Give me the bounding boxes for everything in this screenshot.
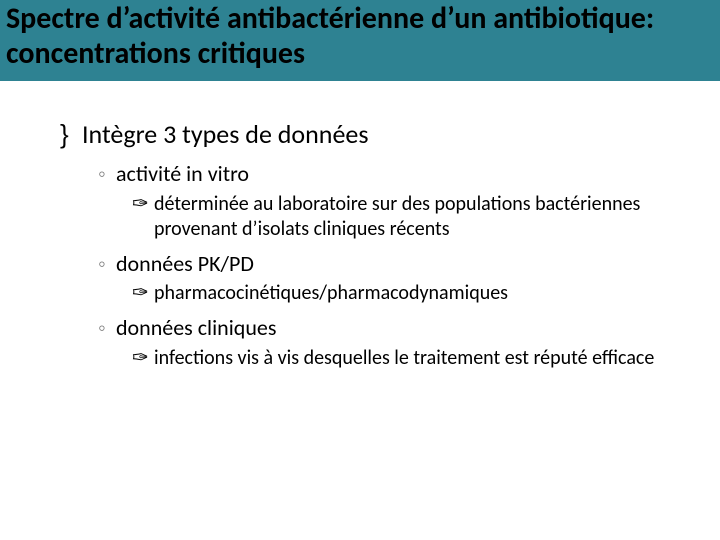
list-item: ✑ pharmacocinétiques/pharmacodynamiques <box>132 281 680 306</box>
slide-title: Spectre d’activité antibactérienne d’un … <box>6 2 714 71</box>
lvl3-text: pharmacocinétiques/pharmacodynamiques <box>154 281 508 306</box>
slide: Spectre d’activité antibactérienne d’un … <box>0 0 720 540</box>
bullet-icon: } <box>60 119 82 150</box>
flourish-icon: ✑ <box>132 346 154 371</box>
slide-body: } Intègre 3 types de données ◦ activité … <box>0 81 720 371</box>
lvl3-text: déterminée au laboratoire sur des popula… <box>154 192 680 242</box>
list-item: ✑ déterminée au laboratoire sur des popu… <box>132 192 680 242</box>
bullet-icon: ◦ <box>98 160 116 188</box>
list-item: ✑ infections vis à vis desquelles le tra… <box>132 346 680 371</box>
flourish-icon: ✑ <box>132 281 154 306</box>
lvl3-text: infections vis à vis desquelles le trait… <box>154 346 654 371</box>
list-item: } Intègre 3 types de données <box>60 119 680 150</box>
list-item: ◦ données cliniques <box>98 314 680 342</box>
lvl2-text: données cliniques <box>116 314 276 342</box>
lvl1-text: Intègre 3 types de données <box>82 119 369 150</box>
lvl2-text: données PK/PD <box>116 250 254 278</box>
list-item: ◦ données PK/PD <box>98 250 680 278</box>
title-band: Spectre d’activité antibactérienne d’un … <box>0 0 720 81</box>
bullet-icon: ◦ <box>98 250 116 278</box>
bullet-icon: ◦ <box>98 314 116 342</box>
lvl2-text: activité in vitro <box>116 160 249 188</box>
list-item: ◦ activité in vitro <box>98 160 680 188</box>
flourish-icon: ✑ <box>132 192 154 217</box>
